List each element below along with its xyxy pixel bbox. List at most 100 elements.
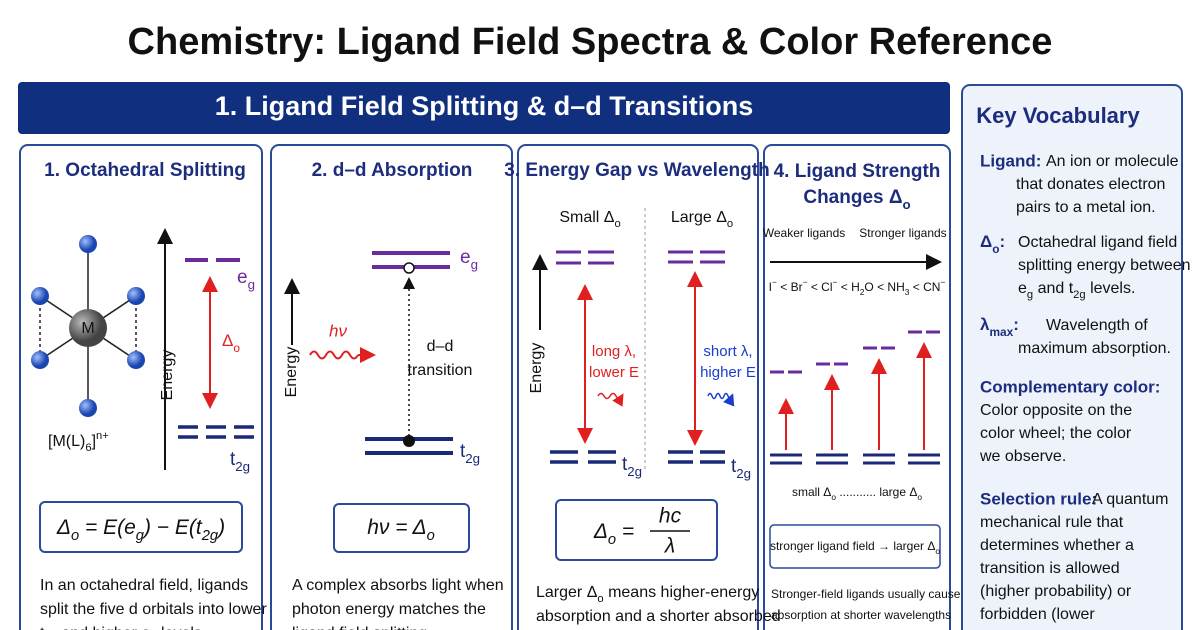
text-part: ........... large Δ xyxy=(836,485,917,499)
scale-label: small Δo ........... large Δo xyxy=(792,485,922,502)
vocab-definition: forbidden (lower xyxy=(980,606,1095,623)
text-part: o xyxy=(903,197,911,212)
vocab-definition: mechanical rule that xyxy=(980,514,1124,531)
ligand xyxy=(79,235,97,253)
vocab-panel xyxy=(961,84,1183,630)
note-box xyxy=(769,524,941,569)
gap-label: Δo xyxy=(222,331,240,355)
description: absorption at shorter wavelengths xyxy=(771,608,951,622)
text-part: = xyxy=(616,520,634,543)
text-part: < H xyxy=(837,280,859,294)
column-label: Small Δo xyxy=(559,209,620,230)
text-part: e xyxy=(237,267,248,288)
text-part: e xyxy=(460,247,471,268)
text-part: Δ xyxy=(980,232,992,251)
level-label: eg xyxy=(460,247,478,272)
text-part: 2g xyxy=(736,466,751,481)
text-part: < CN xyxy=(909,280,940,294)
text-part: o xyxy=(233,341,240,355)
wavelength-label: long λ, xyxy=(592,343,636,360)
metal-label: M xyxy=(81,320,94,337)
text-part: t xyxy=(460,441,466,462)
vocab-definition: determines whether a xyxy=(980,537,1134,554)
text-part: [M(L) xyxy=(48,433,85,450)
text-part: Δ xyxy=(56,516,71,539)
complex-label: [M(L)6]n+ xyxy=(48,430,109,454)
vocab-title: Key Vocabulary xyxy=(976,103,1140,128)
ligand-series: I− < Br− < Cl− < H2O < NH3 < CN− xyxy=(769,277,946,297)
vocab-definition: we observe. xyxy=(979,448,1066,465)
text-part: o xyxy=(831,492,836,502)
text-part: Changes Δ xyxy=(803,187,902,208)
vocab-definition: transition is allowed xyxy=(980,560,1120,577)
text-part: g xyxy=(1027,289,1033,301)
text-part: t xyxy=(622,454,628,475)
text-part: ) − E(t xyxy=(141,516,203,539)
text-part: Larger Δ xyxy=(536,584,598,601)
text-part: g xyxy=(248,277,255,292)
formula: hc xyxy=(659,505,682,528)
description: split the five d orbitals into lower xyxy=(40,601,267,618)
text-part: 2g xyxy=(235,459,250,474)
panel xyxy=(19,144,263,630)
vocab-definition: maximum absorption. xyxy=(1018,340,1171,357)
text-part: 6 xyxy=(85,442,91,454)
panel-title: 4. Ligand Strength xyxy=(774,161,941,182)
column-label: Large Δo xyxy=(671,209,733,230)
vocab-definition: (higher probability) or xyxy=(980,583,1132,600)
text-part: 2g xyxy=(201,528,219,544)
vocab-definition: A quantum xyxy=(1092,491,1169,508)
vocab-definition: Wavelength of xyxy=(1046,317,1148,334)
vocab-term: Selection rule: xyxy=(980,489,1097,508)
text-part: O < NH xyxy=(864,280,904,294)
text-part: < Cl xyxy=(807,280,832,294)
eg-levels xyxy=(556,250,725,265)
panel-title: 2. d–d Absorption xyxy=(312,160,473,181)
text-part: Δ xyxy=(222,331,233,350)
ligand xyxy=(127,287,145,305)
note: stronger ligand field → larger Δo xyxy=(770,539,940,556)
eg-levels xyxy=(770,330,940,374)
ligand xyxy=(79,399,97,417)
text-part: − xyxy=(772,277,777,287)
vocab-term: Δo: xyxy=(980,232,1005,256)
vocab-definition: that donates electron xyxy=(1016,176,1165,193)
description: Larger Δo means higher-energy xyxy=(536,584,759,605)
vocab-definition: eg and t2g levels. xyxy=(1018,280,1135,301)
description: Stronger-field ligands usually cause xyxy=(771,587,961,601)
text-part: o xyxy=(427,528,435,544)
text-part: max xyxy=(989,325,1013,339)
excited-electron xyxy=(403,262,415,274)
banner xyxy=(18,82,950,134)
photon-label: hν xyxy=(329,321,347,340)
formula-box xyxy=(39,501,243,553)
text-part: e xyxy=(1018,280,1027,297)
formula: Δo = xyxy=(593,520,634,548)
wavelength-label: short λ, xyxy=(703,343,752,360)
text-part: t xyxy=(40,625,45,630)
wave xyxy=(597,392,624,407)
text-part: o xyxy=(608,532,616,548)
text-part: g xyxy=(471,257,478,272)
axis-label: Weaker ligands xyxy=(763,226,846,240)
transition-label: transition xyxy=(408,362,473,379)
text-part: levels. xyxy=(157,625,207,630)
page-title: Chemistry: Ligand Field Spectra & Color … xyxy=(128,21,1053,63)
text-part: n+ xyxy=(96,430,109,442)
text-part: Small Δ xyxy=(559,209,614,226)
panel-title: 1. Octahedral Splitting xyxy=(44,160,246,181)
level-label: t2g xyxy=(460,441,480,466)
axis-label: Energy xyxy=(159,350,176,401)
level-label: t2g xyxy=(622,454,642,479)
wave xyxy=(707,392,735,407)
text-part: ) xyxy=(215,516,225,539)
formula: λ xyxy=(664,535,675,558)
transition-arrows xyxy=(778,342,932,450)
description: photon energy matches the xyxy=(292,601,486,618)
t2g-levels xyxy=(550,450,725,464)
panel xyxy=(763,144,951,630)
text-part: = E(e xyxy=(79,516,136,539)
vocab-term: Complementary color: xyxy=(980,377,1160,396)
description: ligand field splitting. xyxy=(292,625,432,630)
text-part: o xyxy=(71,528,79,544)
